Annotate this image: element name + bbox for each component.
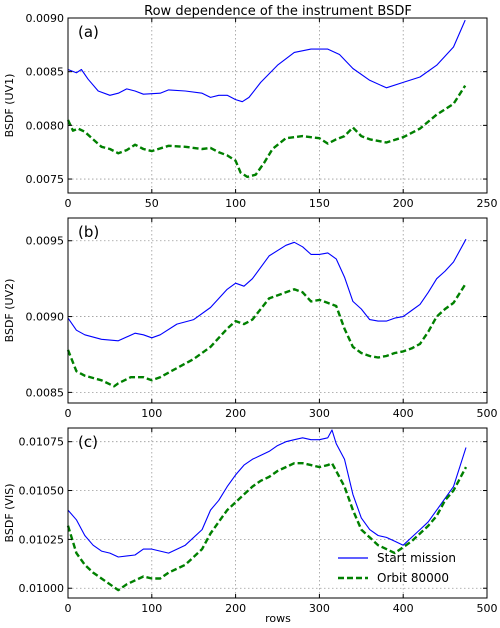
chart-title: Row dependence of the instrument BSDF bbox=[144, 4, 412, 19]
y-tick-label: 0.01050 bbox=[19, 485, 65, 498]
x-tick-label: 250 bbox=[477, 197, 498, 210]
plot-frame bbox=[67, 17, 488, 194]
x-tick-label: 100 bbox=[225, 197, 246, 210]
panel-label: (a) bbox=[78, 23, 99, 41]
series-line-start-mission bbox=[67, 19, 466, 103]
y-tick-label: 0.0090 bbox=[26, 12, 65, 25]
y-tick-label: 0.0085 bbox=[26, 66, 65, 79]
x-axis-label: rows bbox=[265, 612, 291, 625]
x-tick-label: 400 bbox=[393, 407, 414, 420]
panel-b: 0 100 200 300 400 500 0.0085 0.0090 0.0095 BSDF (… bbox=[3, 217, 498, 420]
y-tick-label: 0.0090 bbox=[26, 311, 65, 324]
series-line-start-mission bbox=[67, 429, 467, 558]
panel-c: 0 100 200 300 400 500 0.01000 0.01025 0.01050 0.0… bbox=[3, 427, 498, 615]
panel-label: (b) bbox=[78, 223, 99, 241]
series-line-start-mission bbox=[67, 238, 467, 342]
x-tick-label: 150 bbox=[309, 197, 330, 210]
x-tick-label: 0 bbox=[65, 602, 72, 615]
x-tick-label: 400 bbox=[393, 602, 414, 615]
y-tick-label: 0.0095 bbox=[26, 235, 65, 248]
y-tick-label: 0.0080 bbox=[26, 119, 65, 132]
plot-frame bbox=[67, 427, 488, 599]
x-tick-label: 200 bbox=[225, 602, 246, 615]
x-tick-label: 0 bbox=[65, 197, 72, 210]
y-tick-label: 0.01000 bbox=[19, 582, 65, 595]
panel-label: (c) bbox=[78, 433, 98, 451]
x-tick-label: 300 bbox=[309, 407, 330, 420]
x-tick-label: 500 bbox=[477, 407, 498, 420]
y-axis-label: BSDF (UV2) bbox=[3, 279, 16, 343]
y-tick-label: 0.01075 bbox=[19, 436, 65, 449]
x-tick-label: 50 bbox=[145, 197, 159, 210]
x-tick-label: 300 bbox=[309, 602, 330, 615]
x-tick-label: 0 bbox=[65, 407, 72, 420]
y-tick-label: 0.0085 bbox=[26, 386, 65, 399]
panel-a: 0 50 100 150 200 250 0.0075 0.0080 0.0085 0.0090 B… bbox=[3, 12, 498, 210]
x-tick-label: 500 bbox=[477, 602, 498, 615]
x-tick-label: 100 bbox=[141, 407, 162, 420]
legend-label-orbit: Orbit 80000 bbox=[377, 571, 449, 585]
legend-label-start-mission: Start mission bbox=[377, 551, 456, 565]
y-axis-label: BSDF (UV1) bbox=[3, 74, 16, 138]
series-line-orbit bbox=[66, 462, 468, 592]
x-tick-label: 200 bbox=[225, 407, 246, 420]
x-tick-label: 200 bbox=[393, 197, 414, 210]
x-tick-label: 100 bbox=[141, 602, 162, 615]
series-line-orbit bbox=[66, 84, 467, 179]
legend: Start mission Orbit 80000 bbox=[338, 551, 456, 585]
series-line-orbit bbox=[66, 282, 468, 388]
y-axis-label: BSDF (VIS) bbox=[3, 484, 16, 543]
plot-frame bbox=[67, 217, 488, 404]
y-tick-label: 0.01025 bbox=[19, 533, 65, 546]
y-tick-label: 0.0075 bbox=[26, 173, 65, 186]
